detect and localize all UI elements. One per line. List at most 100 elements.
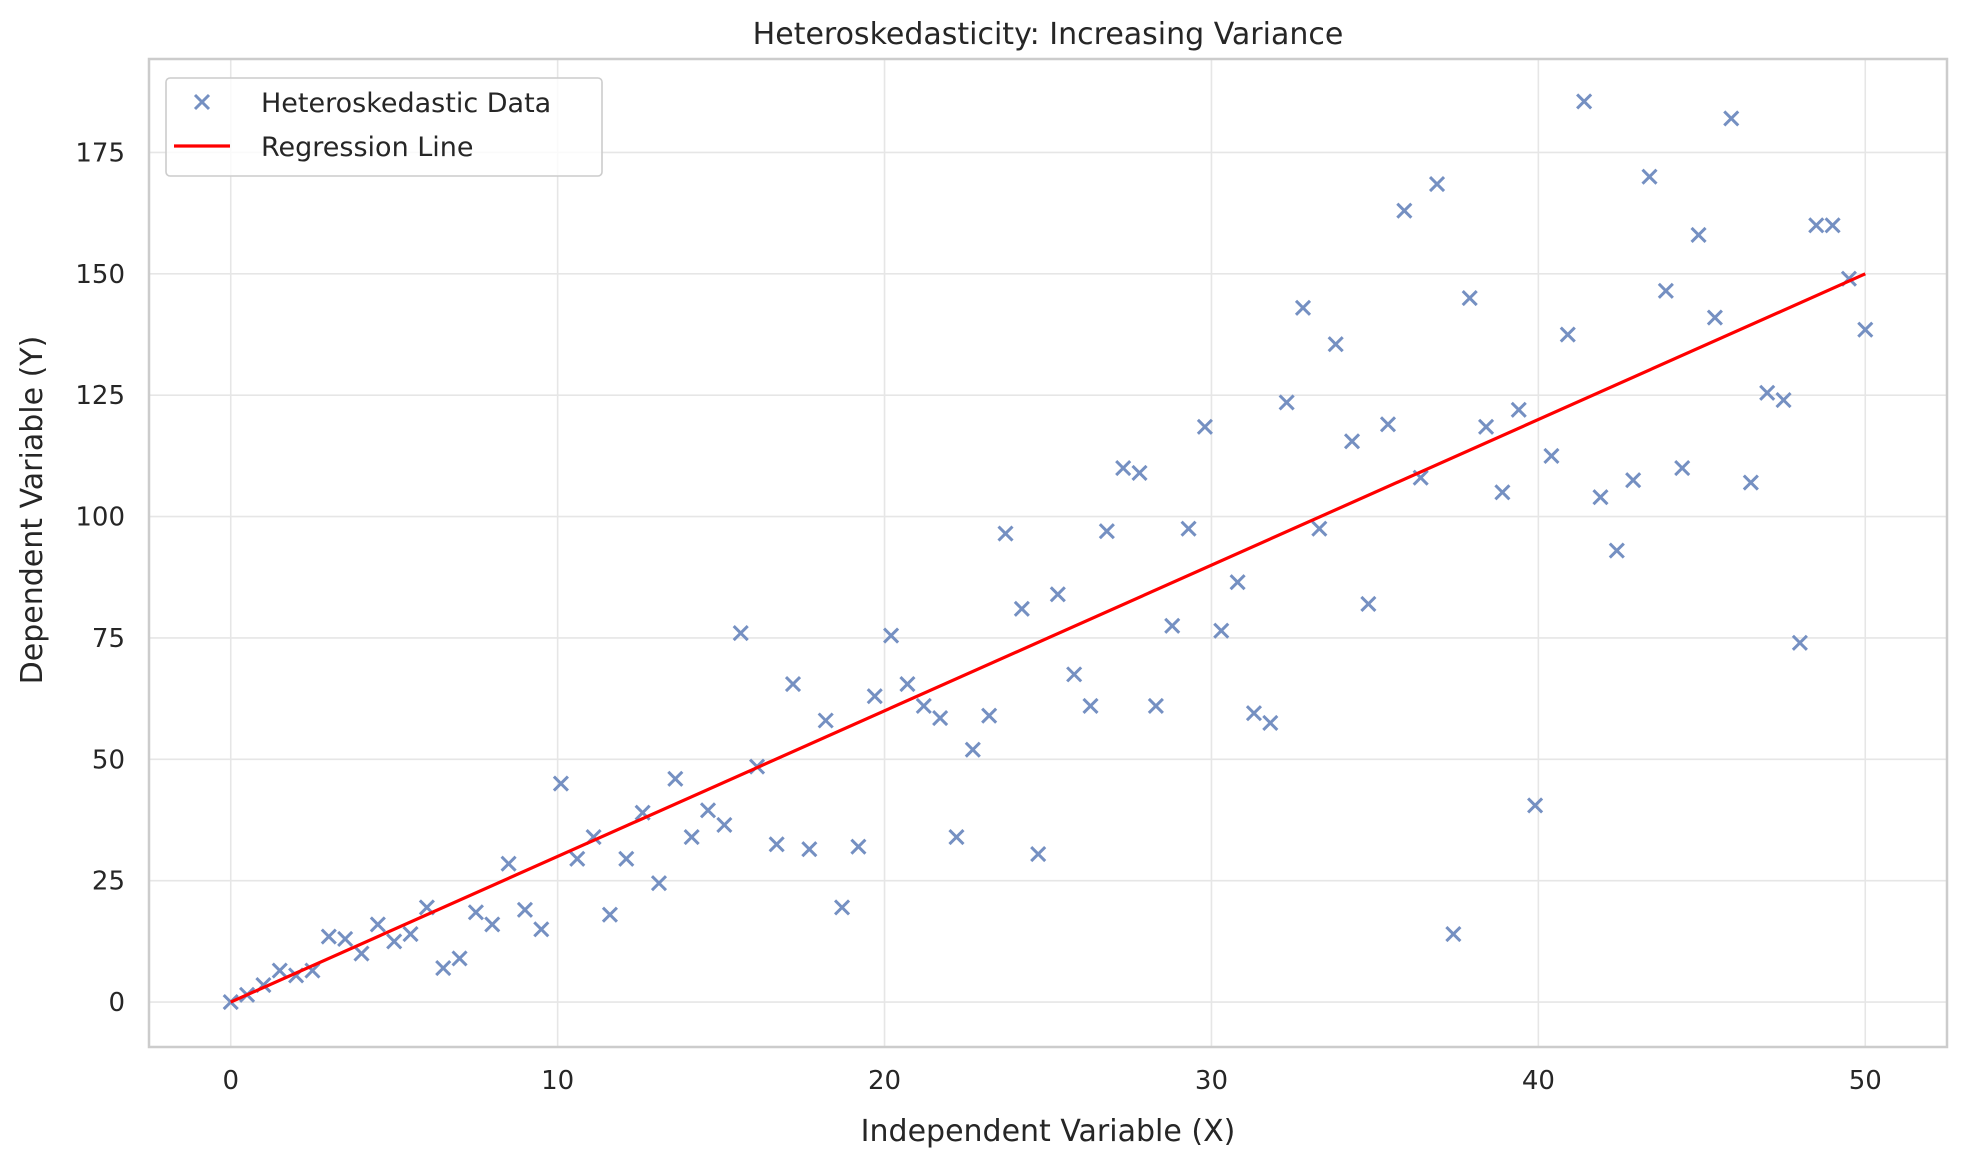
data-point — [1824, 217, 1841, 234]
data-point — [1147, 697, 1164, 714]
legend-label-heteroskedastic-data: Heteroskedastic Data — [261, 88, 551, 119]
data-point — [1723, 110, 1740, 127]
data-point — [467, 904, 484, 921]
data-point — [667, 770, 684, 787]
data-point — [1030, 845, 1047, 863]
data-point — [1098, 523, 1115, 540]
data-point — [1180, 520, 1197, 537]
data-point — [801, 841, 818, 858]
data-point — [1131, 464, 1148, 481]
data-point — [1311, 520, 1328, 537]
data-point — [552, 775, 569, 792]
data-point — [1327, 336, 1344, 353]
data-point — [1690, 226, 1707, 244]
y-tick-label: 25 — [92, 867, 125, 897]
data-point — [1115, 459, 1132, 477]
data-point — [833, 899, 851, 916]
legend-marker-scatter — [193, 93, 211, 111]
regression-line — [230, 272, 1866, 1004]
data-point — [304, 962, 321, 979]
data-point — [1477, 418, 1495, 435]
data-point — [1428, 175, 1446, 193]
plot-series — [222, 93, 1874, 1011]
chart-title: Heteroskedasticity: Increasing Variance — [753, 17, 1344, 52]
y-tick-label: 150 — [75, 260, 125, 290]
data-point — [1559, 326, 1576, 343]
data-point — [1213, 622, 1230, 639]
data-point — [1343, 433, 1361, 450]
data-point — [964, 741, 981, 758]
data-point — [1049, 586, 1066, 603]
data-point — [1196, 418, 1213, 435]
x-tick-label: 10 — [541, 1066, 574, 1096]
data-point — [601, 906, 619, 923]
data-point — [716, 816, 733, 833]
data-point — [1759, 384, 1776, 401]
data-point — [817, 712, 834, 729]
data-point — [516, 901, 534, 918]
data-point — [732, 625, 749, 642]
data-point — [948, 828, 965, 846]
data-point — [883, 627, 900, 644]
data-point — [1775, 392, 1792, 409]
x-axis-label: Independent Variable (X) — [861, 1114, 1236, 1149]
legend: Heteroskedastic Data Regression Line — [165, 77, 603, 177]
data-point — [1543, 447, 1560, 464]
plot-frame — [147, 57, 1949, 1049]
data-point — [1396, 202, 1413, 219]
data-point — [650, 875, 668, 892]
data-point — [1608, 542, 1625, 559]
legend-label-regression-line: Regression Line — [261, 132, 474, 163]
data-point — [1857, 321, 1874, 338]
x-tick-label: 20 — [868, 1066, 901, 1096]
x-tick-label: 0 — [222, 1066, 239, 1096]
y-tick-label: 75 — [92, 624, 125, 654]
y-tick-label: 125 — [75, 381, 125, 411]
x-tick-label: 40 — [1522, 1066, 1555, 1096]
data-point — [683, 828, 700, 846]
data-point — [386, 933, 403, 950]
data-point — [1674, 459, 1691, 477]
axis-ticks: 0 10 20 30 40 50 0 25 50 75 100 125 150 175 — [75, 138, 1881, 1096]
data-point — [1245, 705, 1263, 722]
y-tick-label: 0 — [108, 988, 125, 1018]
data-point — [1445, 926, 1462, 943]
data-point — [618, 850, 635, 867]
data-point — [500, 855, 517, 872]
legend-box — [165, 77, 603, 177]
data-point — [1379, 416, 1397, 433]
data-point — [353, 945, 370, 962]
y-axis-label: Dependent Variable (Y) — [15, 336, 50, 685]
data-point — [1461, 290, 1478, 307]
data-point — [1494, 484, 1511, 501]
data-point — [1262, 714, 1279, 731]
data-point — [1510, 401, 1527, 418]
data-point — [1229, 574, 1246, 591]
data-point — [435, 960, 452, 977]
data-point — [932, 710, 949, 727]
data-point — [1657, 282, 1674, 299]
data-point — [1791, 634, 1808, 651]
data-point — [369, 916, 386, 933]
data-point — [1706, 309, 1723, 326]
data-point — [699, 802, 717, 819]
x-tick-label: 50 — [1849, 1066, 1882, 1096]
data-point — [320, 928, 337, 945]
data-point — [850, 838, 867, 855]
data-point — [1360, 595, 1377, 613]
data-point — [915, 697, 932, 714]
data-point — [866, 688, 883, 705]
data-point — [784, 676, 802, 693]
y-tick-label: 100 — [75, 503, 125, 533]
data-point — [1082, 697, 1099, 714]
data-point — [768, 836, 785, 853]
data-point — [1013, 600, 1030, 617]
data-point — [337, 930, 354, 948]
x-tick-label: 30 — [1195, 1066, 1228, 1096]
data-point — [1527, 797, 1544, 814]
data-point — [569, 850, 586, 867]
data-point — [1294, 299, 1312, 316]
data-point — [1592, 489, 1609, 506]
